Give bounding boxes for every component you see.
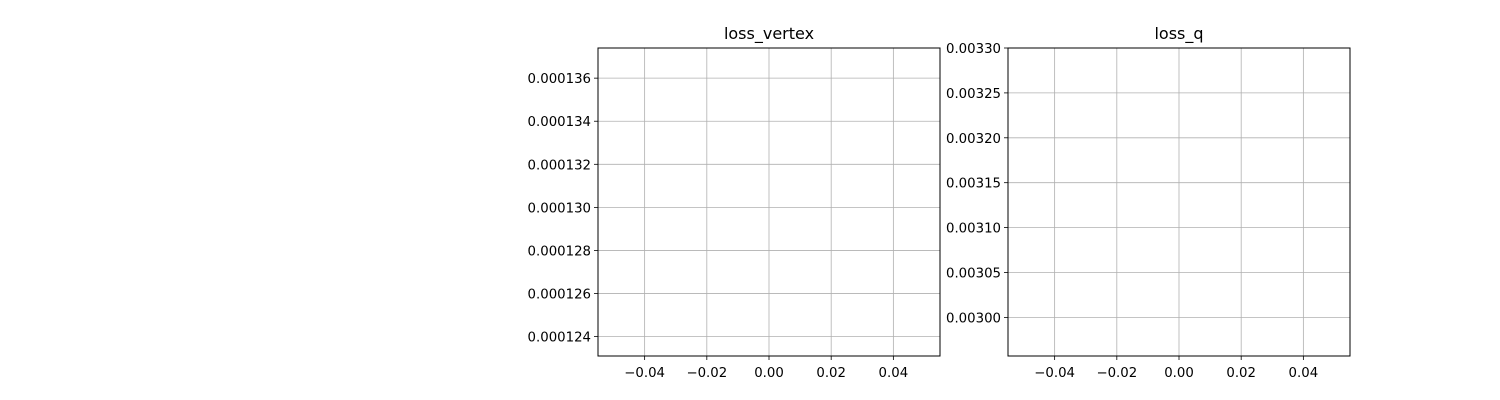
y-tick-label: 0.00330	[946, 42, 1001, 57]
y-tick-label: 0.000130	[528, 201, 591, 216]
y-tick-label: 0.00305	[946, 266, 1001, 281]
y-tick-label: 0.000126	[528, 288, 591, 303]
x-tick-label: 0.00	[1164, 366, 1194, 381]
chart-loss-q: −0.04 −0.02 0.00 0.02 0.04 0.00300 0.00305 0.00…	[946, 24, 1351, 381]
x-tick-label: 0.00	[754, 366, 784, 381]
y-tick-label: 0.00325	[946, 87, 1001, 102]
x-tick-label: −0.02	[686, 366, 727, 381]
chart-title: loss_q	[1154, 24, 1203, 44]
y-tick-label: 0.000124	[528, 331, 591, 346]
chart-loss-vertex: −0.04 −0.02 0.00 0.02 0.04 0.000124 0.000126 0.…	[528, 24, 941, 381]
x-tick-label: 0.02	[816, 366, 846, 381]
chart-title: loss_vertex	[724, 24, 814, 44]
y-tick-label: 0.00320	[946, 132, 1001, 147]
x-tick-label: 0.04	[1289, 366, 1319, 381]
x-tick-label: −0.04	[624, 366, 665, 381]
y-tick-label: 0.000136	[528, 72, 591, 87]
y-tick-label: 0.000128	[528, 244, 591, 259]
y-tick-label: 0.00300	[946, 311, 1001, 326]
x-tick-label: 0.04	[879, 366, 909, 381]
x-tick-label: −0.02	[1096, 366, 1137, 381]
x-tick-label: 0.02	[1226, 366, 1256, 381]
y-tick-label: 0.00310	[946, 222, 1001, 237]
y-tick-label: 0.000132	[528, 158, 591, 173]
y-tick-label: 0.000134	[528, 115, 591, 130]
x-tick-label: −0.04	[1034, 366, 1075, 381]
y-tick-label: 0.00315	[946, 177, 1001, 192]
